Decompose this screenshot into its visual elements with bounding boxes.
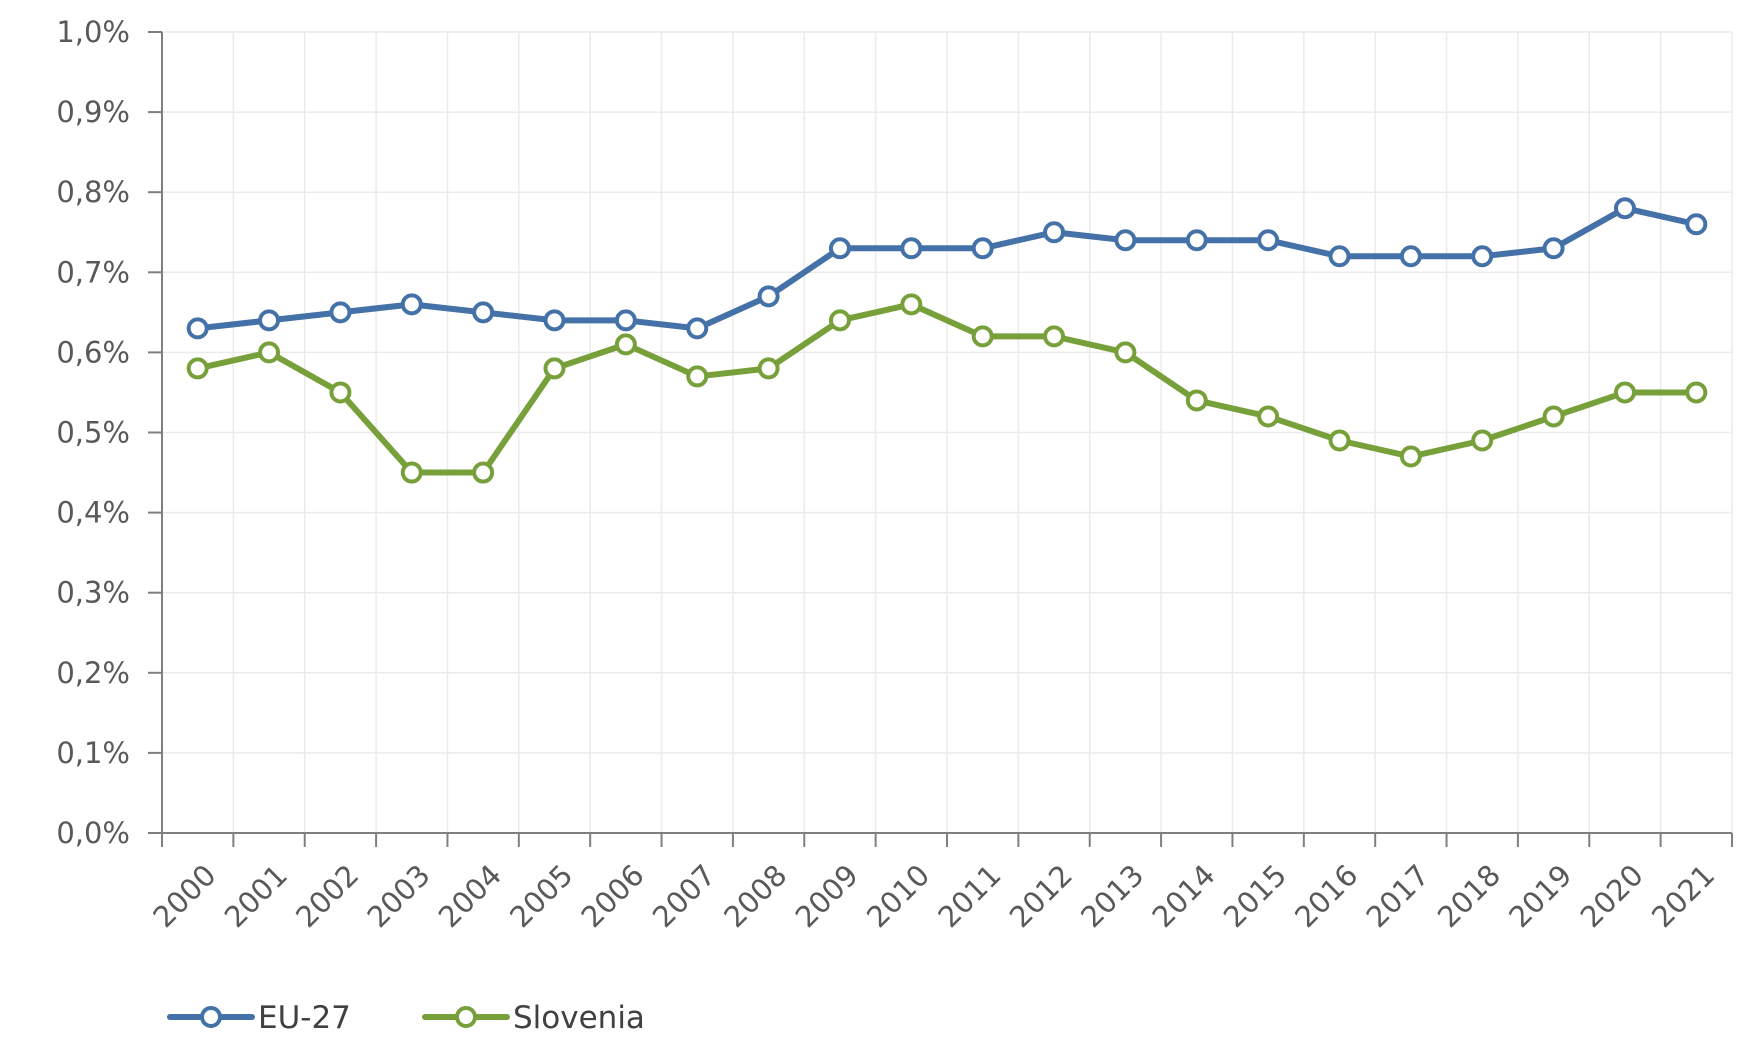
data-point: [971, 237, 994, 260]
x-tick-label: 2016: [1288, 858, 1364, 934]
legend-marker: [200, 1006, 222, 1028]
data-point: [614, 309, 637, 332]
y-tick-label: 0,9%: [56, 95, 130, 129]
y-tick-label: 0,8%: [56, 175, 130, 209]
gridlines: [162, 31, 1733, 833]
data-point: [900, 293, 923, 316]
series-eu-27: [186, 197, 1708, 340]
x-tick-label: 2017: [1360, 858, 1436, 934]
series-line: [194, 205, 1700, 332]
y-tick-label: 1,0%: [56, 15, 130, 49]
data-point: [828, 237, 851, 260]
legend: EU-27 Slovenia: [167, 1000, 645, 1036]
legend-item: EU-27: [167, 1000, 351, 1036]
x-tick-label: 2004: [432, 858, 508, 934]
x-tick-label: 2010: [860, 858, 936, 934]
data-point: [400, 461, 423, 484]
data-point: [1685, 213, 1708, 236]
data-point: [472, 301, 495, 324]
y-tick-label: 0,2%: [56, 656, 130, 690]
x-tick-label: 2003: [360, 858, 436, 934]
data-point: [1114, 229, 1137, 252]
legend-label: Slovenia: [513, 1000, 645, 1036]
x-tick-label: 2015: [1217, 858, 1293, 934]
data-point: [971, 325, 994, 348]
legend-marker: [455, 1006, 477, 1028]
x-tick-label: 2021: [1645, 858, 1721, 934]
axes: [148, 31, 1733, 847]
data-point: [1685, 381, 1708, 404]
x-tick-label: 2013: [1074, 858, 1150, 934]
data-point: [1257, 229, 1280, 252]
data-point: [1043, 221, 1066, 244]
data-point: [258, 341, 281, 364]
data-point: [1043, 325, 1066, 348]
legend-label: EU-27: [258, 1000, 351, 1036]
x-tick-label: 2012: [1003, 858, 1079, 934]
y-tick-label: 0,0%: [56, 816, 130, 850]
data-point: [1328, 245, 1351, 268]
series-slovenia: [186, 293, 1708, 484]
x-tick-label: 2006: [575, 858, 651, 934]
data-point: [1114, 341, 1137, 364]
data-point: [614, 333, 637, 356]
y-tick-label: 0,1%: [56, 736, 130, 770]
data-point: [828, 309, 851, 332]
data-point: [543, 309, 566, 332]
x-tick-label: 2005: [503, 858, 579, 934]
x-tick-label: 2019: [1502, 858, 1578, 934]
data-point: [686, 317, 709, 340]
data-point: [329, 301, 352, 324]
data-point: [472, 461, 495, 484]
y-tick-label: 0,7%: [56, 255, 130, 289]
data-point: [1613, 197, 1636, 220]
legend-item: Slovenia: [422, 1000, 645, 1036]
data-point: [1185, 229, 1208, 252]
x-tick-label: 2001: [218, 858, 294, 934]
data-point: [1542, 237, 1565, 260]
y-tick-label: 0,6%: [56, 335, 130, 369]
data-point: [258, 309, 281, 332]
x-tick-label: 2011: [931, 858, 1007, 934]
data-point: [186, 357, 209, 380]
data-point: [1257, 405, 1280, 428]
x-tick-label: 2020: [1574, 858, 1650, 934]
data-point: [1613, 381, 1636, 404]
x-tick-label: 2007: [646, 858, 722, 934]
data-point: [900, 237, 923, 260]
y-tick-label: 0,3%: [56, 576, 130, 610]
data-point: [186, 317, 209, 340]
data-point: [1328, 429, 1351, 452]
data-point: [686, 365, 709, 388]
x-tick-label: 2002: [289, 858, 365, 934]
series-lines: [186, 197, 1708, 484]
y-axis-tick-labels: 0,0% 0,1% 0,2% 0,3% 0,4% 0,5% 0,6% 0,7% 0,8% 0,9%…: [56, 15, 130, 850]
data-point: [1471, 429, 1494, 452]
data-point: [757, 357, 780, 380]
y-tick-label: 0,4%: [56, 496, 130, 530]
data-point: [757, 285, 780, 308]
x-tick-label: 2008: [717, 858, 793, 934]
data-point: [1542, 405, 1565, 428]
data-point: [1471, 245, 1494, 268]
x-tick-label: 2018: [1431, 858, 1507, 934]
series-line: [194, 301, 1700, 476]
data-point: [1185, 389, 1208, 412]
x-tick-label: 2014: [1145, 858, 1221, 934]
data-point: [400, 293, 423, 316]
data-point: [1399, 245, 1422, 268]
x-axis-tick-labels: 2000200120022003200420052006200720082009…: [146, 858, 1721, 934]
data-point: [329, 381, 352, 404]
y-tick-label: 0,5%: [56, 416, 130, 450]
x-tick-label: 2009: [789, 858, 865, 934]
data-point: [543, 357, 566, 380]
data-point: [1399, 445, 1422, 468]
x-tick-label: 2000: [146, 858, 222, 934]
